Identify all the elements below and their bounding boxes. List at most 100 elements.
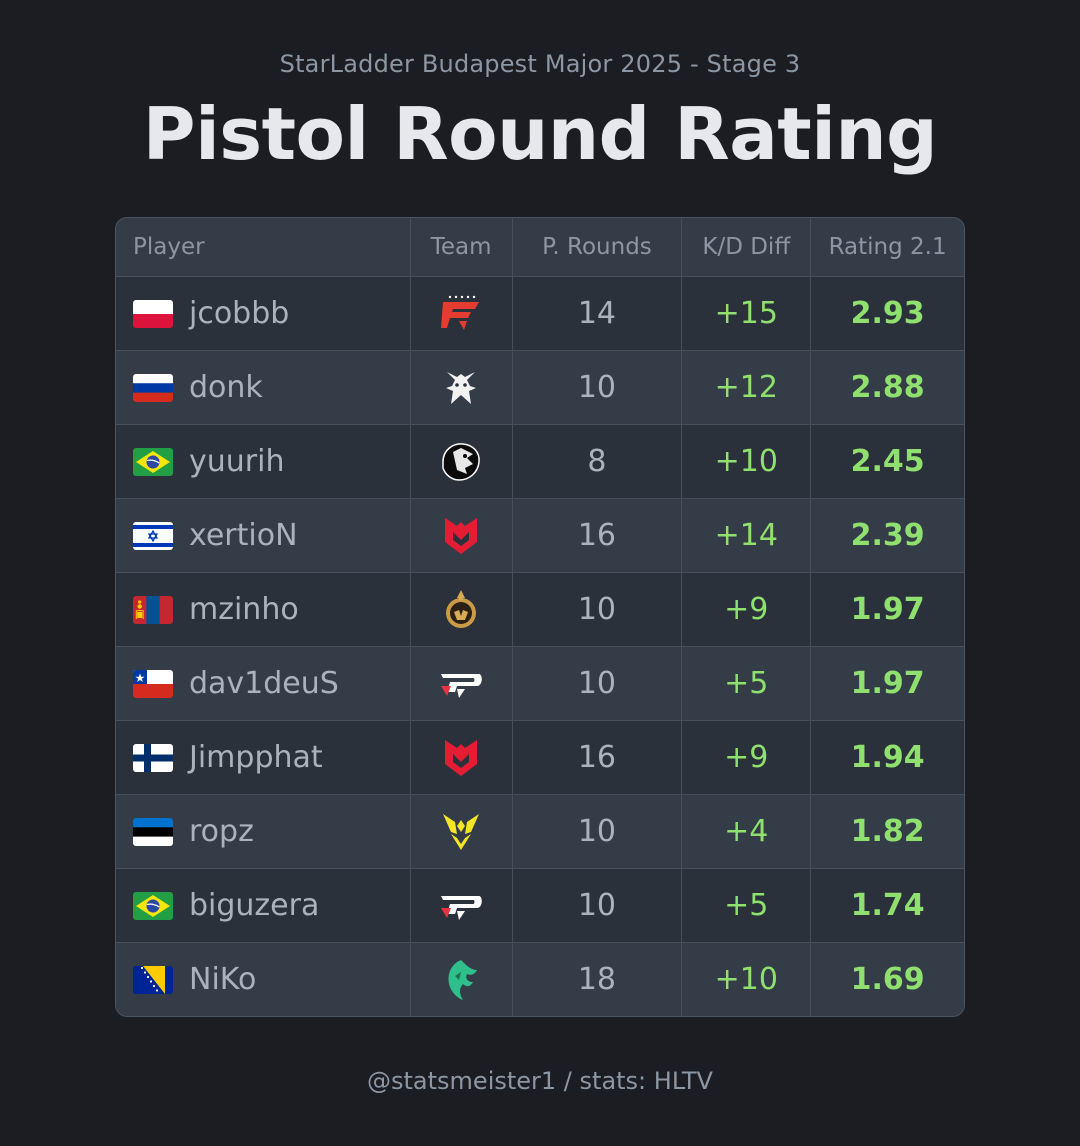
table-row: jcobbb 14 +15 2.93 (116, 276, 964, 350)
pistol-rounds-value: 10 (511, 795, 682, 868)
finland-flag-icon (133, 743, 173, 772)
table-row: ropz 10 +4 1.82 (116, 794, 964, 868)
table-row: xertioN 16 +14 2.39 (116, 498, 964, 572)
team-cell (409, 943, 512, 1016)
pistol-rounds-value: 18 (511, 943, 682, 1016)
pistol-rounds-value: 10 (511, 869, 682, 942)
footer-credit: @statsmeister1 / stats: HLTV (367, 1067, 713, 1095)
rating-value: 1.97 (810, 573, 964, 646)
column-header-pistol-rounds: P. Rounds (511, 218, 682, 276)
israel-flag-icon (133, 521, 173, 550)
player-name: Jimpphat (189, 740, 323, 775)
kd-diff-value: +10 (681, 943, 810, 1016)
player-cell: Jimpphat (116, 721, 410, 794)
table-row: Jimpphat 16 +9 1.94 (116, 720, 964, 794)
furia-logo-icon (437, 438, 485, 486)
rating-value: 2.93 (810, 277, 964, 350)
kd-diff-value: +5 (681, 869, 810, 942)
team-cell (409, 869, 512, 942)
rating-value: 1.94 (810, 721, 964, 794)
mouz-logo-icon (437, 734, 485, 782)
estonia-flag-icon (133, 817, 173, 846)
column-header-team: Team (409, 218, 512, 276)
table-row: NiKo 18 +10 1.69 (116, 942, 964, 1016)
player-cell: mzinho (116, 573, 410, 646)
brazil-flag-icon (133, 447, 173, 476)
mongolia-flag-icon (133, 595, 173, 624)
team-cell (409, 277, 512, 350)
brazil-flag-icon (133, 891, 173, 920)
team-cell (409, 647, 512, 720)
player-name: mzinho (189, 592, 299, 627)
player-cell: biguzera (116, 869, 410, 942)
rating-value: 1.82 (810, 795, 964, 868)
table-row: biguzera 10 +5 1.74 (116, 868, 964, 942)
rating-value: 2.45 (810, 425, 964, 498)
player-name: biguzera (189, 888, 320, 923)
russia-flag-icon (133, 373, 173, 402)
team-cell (409, 499, 512, 572)
kd-diff-value: +10 (681, 425, 810, 498)
player-name: yuurih (189, 444, 285, 479)
team-cell (409, 795, 512, 868)
faze-logo-icon (437, 290, 485, 338)
pain-logo-icon (437, 660, 485, 708)
column-header-player: Player (133, 234, 205, 260)
poland-flag-icon (133, 299, 173, 328)
kd-diff-value: +9 (681, 721, 810, 794)
column-header-rating: Rating 2.1 (810, 218, 964, 276)
pistol-rounds-value: 16 (511, 721, 682, 794)
player-name: ropz (189, 814, 254, 849)
player-cell: yuurih (116, 425, 410, 498)
player-name: xertioN (189, 518, 298, 553)
falcons-logo-icon (437, 956, 485, 1004)
pistol-rounds-value: 14 (511, 277, 682, 350)
page-title: Pistol Round Rating (142, 92, 938, 176)
table-header: Player Team P. Rounds K/D Diff Rating 2.… (116, 218, 964, 276)
player-name: NiKo (189, 962, 257, 997)
player-cell: jcobbb (116, 277, 410, 350)
table-row: donk 10 +12 2.88 (116, 350, 964, 424)
rating-value: 1.97 (810, 647, 964, 720)
team-cell (409, 351, 512, 424)
chile-flag-icon (133, 669, 173, 698)
table-body: jcobbb 14 +15 2.93 donk 10 +12 2.88 yuurih 8 +10 2.… (116, 276, 964, 1016)
kd-diff-value: +4 (681, 795, 810, 868)
pain-logo-icon (437, 882, 485, 930)
spirit-logo-icon (437, 364, 485, 412)
team-cell (409, 425, 512, 498)
player-cell: xertioN (116, 499, 410, 572)
player-cell: ropz (116, 795, 410, 868)
pistol-rounds-value: 10 (511, 647, 682, 720)
kd-diff-value: +9 (681, 573, 810, 646)
stats-table: Player Team P. Rounds K/D Diff Rating 2.… (115, 217, 965, 1017)
player-cell: NiKo (116, 943, 410, 1016)
bosnia-flag-icon (133, 965, 173, 994)
mongolz-logo-icon (437, 586, 485, 634)
kd-diff-value: +12 (681, 351, 810, 424)
player-cell: dav1deuS (116, 647, 410, 720)
pistol-rounds-value: 10 (511, 351, 682, 424)
player-cell: donk (116, 351, 410, 424)
team-cell (409, 573, 512, 646)
kd-diff-value: +5 (681, 647, 810, 720)
player-name: jcobbb (189, 296, 290, 331)
rating-value: 2.39 (810, 499, 964, 572)
kd-diff-value: +15 (681, 277, 810, 350)
column-header-kd-diff: K/D Diff (681, 218, 810, 276)
player-name: dav1deuS (189, 666, 339, 701)
mouz-logo-icon (437, 512, 485, 560)
team-cell (409, 721, 512, 794)
table-row: mzinho 10 +9 1.97 (116, 572, 964, 646)
player-name: donk (189, 370, 263, 405)
table-row: yuurih 8 +10 2.45 (116, 424, 964, 498)
pistol-rounds-value: 10 (511, 573, 682, 646)
table-row: dav1deuS 10 +5 1.97 (116, 646, 964, 720)
pistol-rounds-value: 16 (511, 499, 682, 572)
kd-diff-value: +14 (681, 499, 810, 572)
rating-value: 1.74 (810, 869, 964, 942)
subtitle: StarLadder Budapest Major 2025 - Stage 3 (279, 50, 801, 78)
rating-value: 1.69 (810, 943, 964, 1016)
vitality-logo-icon (437, 808, 485, 856)
rating-value: 2.88 (810, 351, 964, 424)
